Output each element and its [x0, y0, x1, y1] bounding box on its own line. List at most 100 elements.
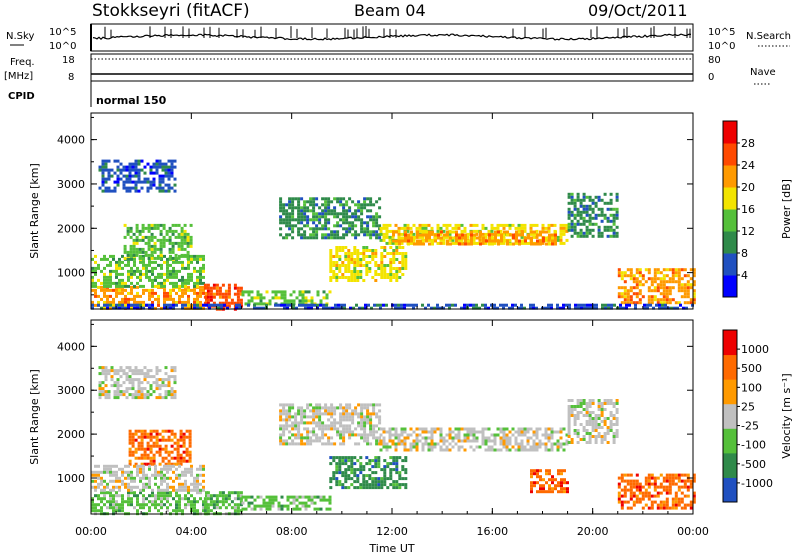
range-cell	[205, 494, 208, 498]
range-cell	[169, 272, 172, 276]
range-cell	[149, 447, 153, 451]
range-cell	[550, 445, 554, 449]
range-cell	[159, 244, 163, 248]
range-cell	[559, 226, 563, 230]
range-cell	[394, 445, 398, 449]
range-cell	[360, 409, 364, 413]
range-cell	[582, 408, 586, 411]
range-cell	[103, 494, 106, 498]
range-cell	[91, 257, 94, 261]
range-cell	[167, 159, 171, 163]
range-cell	[472, 223, 476, 227]
range-cell	[535, 229, 539, 233]
range-cell	[353, 486, 357, 490]
range-cell	[169, 494, 172, 498]
range-cell	[304, 507, 308, 511]
range-cell	[148, 306, 151, 310]
range-cell	[218, 289, 222, 293]
range-cell	[386, 276, 390, 279]
range-cell	[312, 236, 316, 240]
range-cell	[329, 276, 333, 279]
range-cell	[442, 439, 446, 443]
range-cell	[329, 249, 333, 252]
range-cell	[362, 258, 366, 261]
range-cell	[350, 468, 354, 472]
range-cell	[374, 480, 378, 484]
range-cell	[156, 226, 160, 230]
range-cell	[653, 298, 657, 302]
range-cell	[315, 421, 319, 425]
range-cell	[674, 491, 678, 495]
range-cell	[136, 281, 139, 285]
range-cell	[152, 462, 156, 466]
range-cell	[570, 225, 574, 229]
range-cell	[585, 195, 589, 199]
range-cell	[620, 500, 624, 504]
range-cell	[382, 430, 386, 434]
range-cell	[106, 500, 109, 504]
range-cell	[662, 295, 666, 299]
range-cell	[316, 303, 319, 307]
range-cell	[350, 459, 354, 463]
range-cell	[285, 439, 289, 443]
range-cell	[297, 200, 301, 204]
range-cell	[289, 501, 293, 505]
range-cell	[514, 430, 518, 434]
range-cell	[154, 297, 157, 301]
range-cell	[567, 411, 571, 414]
range-cell	[312, 409, 316, 413]
range-cell	[127, 291, 130, 295]
range-cell	[544, 442, 548, 446]
range-cell	[163, 479, 166, 483]
range-cell	[163, 297, 166, 301]
range-cell	[425, 236, 428, 240]
scatter-region	[241, 495, 332, 511]
range-cell	[638, 485, 642, 489]
range-cell	[144, 250, 148, 254]
range-cell	[511, 306, 514, 310]
range-cell	[437, 233, 440, 237]
range-cell	[615, 432, 619, 435]
range-cell	[588, 222, 592, 226]
range-cell	[369, 236, 373, 240]
range-cell	[567, 405, 571, 408]
range-cell	[511, 427, 515, 431]
range-cell	[394, 427, 398, 431]
range-cell	[175, 284, 178, 288]
range-cell	[104, 159, 108, 163]
range-cell	[565, 238, 569, 242]
range-cell	[112, 300, 115, 304]
range-cell	[256, 293, 260, 297]
range-cell	[359, 261, 363, 264]
range-cell	[536, 472, 539, 476]
range-cell	[274, 495, 278, 499]
range-cell	[433, 442, 437, 446]
range-cell	[609, 207, 613, 211]
range-cell	[154, 467, 157, 471]
range-cell	[401, 252, 405, 255]
range-cell	[570, 228, 574, 232]
range-cell	[175, 303, 178, 307]
range-cell	[609, 420, 613, 423]
range-cell	[109, 497, 112, 501]
range-cell	[576, 435, 580, 438]
range-cell	[374, 264, 378, 267]
range-cell	[365, 474, 369, 478]
range-cell	[677, 280, 681, 284]
range-cell	[274, 498, 278, 502]
range-cell	[514, 442, 518, 446]
range-cell	[137, 435, 141, 439]
range-cell	[262, 501, 266, 505]
range-cell	[345, 215, 349, 219]
range-cell	[322, 296, 326, 300]
range-cell	[548, 487, 551, 491]
range-cell	[385, 430, 389, 434]
range-cell	[574, 306, 577, 310]
range-cell	[167, 183, 171, 187]
range-cell	[455, 236, 458, 240]
range-cell	[325, 293, 329, 297]
range-cell	[139, 467, 142, 471]
range-cell	[256, 290, 260, 294]
range-cell	[145, 275, 148, 279]
